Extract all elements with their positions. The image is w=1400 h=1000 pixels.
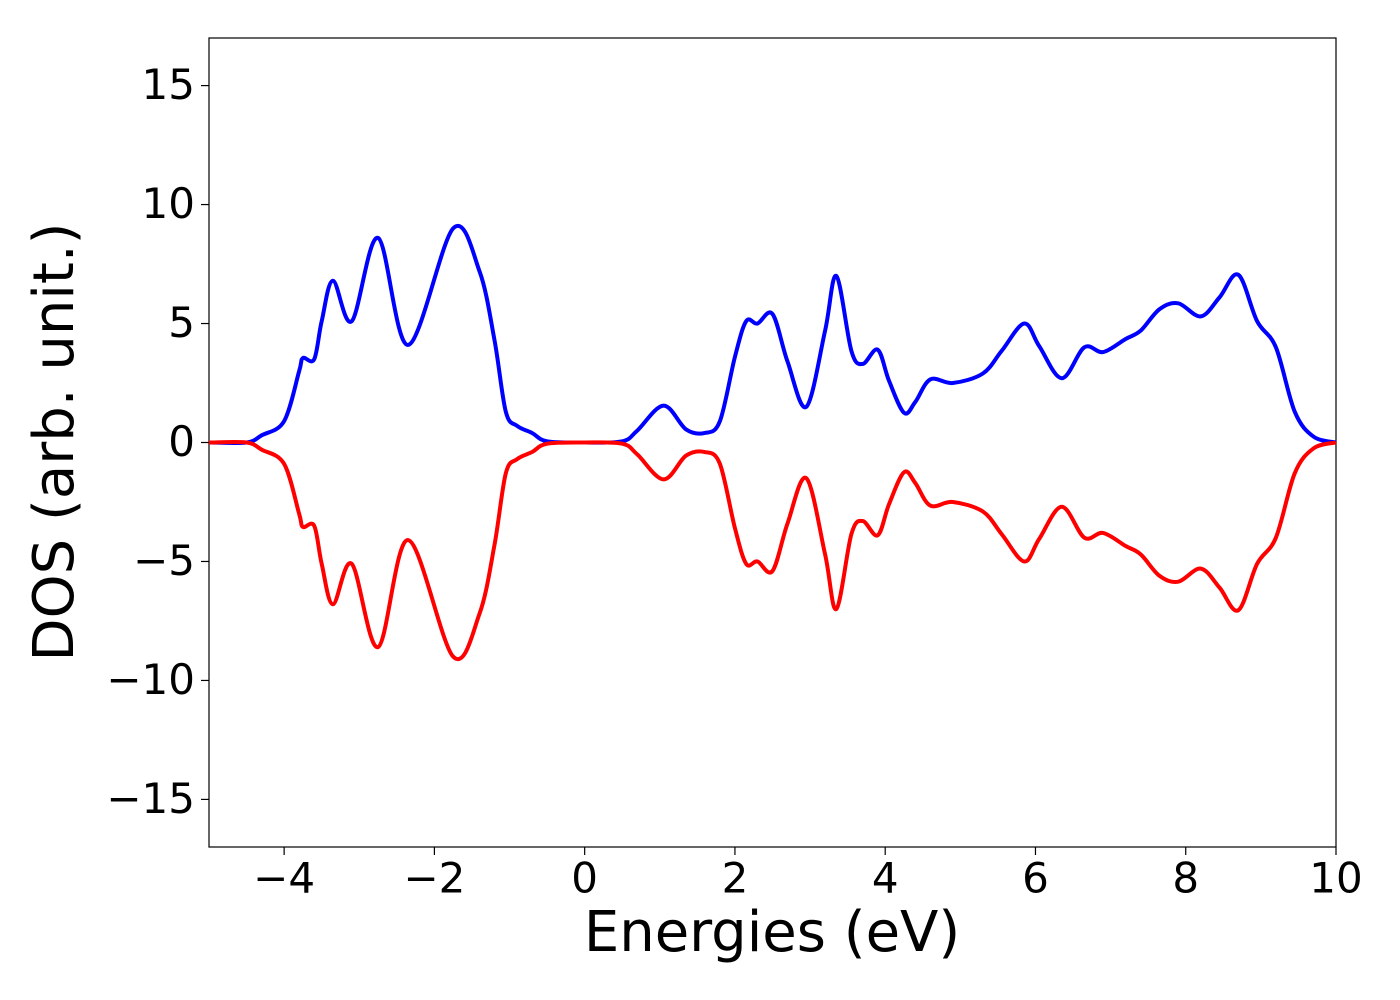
x-tick-label: 2 bbox=[722, 854, 749, 903]
series-line bbox=[208, 223, 1337, 446]
y-tick-label: 15 bbox=[142, 60, 195, 109]
series-line bbox=[208, 439, 1337, 662]
x-tick-label: 10 bbox=[1309, 854, 1362, 903]
y-tick-label: −10 bbox=[106, 655, 195, 704]
y-tick-label: −15 bbox=[106, 774, 195, 823]
y-axis-label: DOS (arb. unit.) bbox=[22, 222, 87, 661]
y-tick-label: 0 bbox=[168, 417, 195, 466]
x-axis-label: Energies (eV) bbox=[584, 900, 960, 965]
y-tick-label: 10 bbox=[142, 179, 195, 228]
plot-frame bbox=[208, 37, 1337, 848]
x-tick-label: −4 bbox=[253, 854, 315, 903]
x-tick-label: 4 bbox=[872, 854, 899, 903]
x-tick-label: 6 bbox=[1022, 854, 1049, 903]
x-tick-label: 8 bbox=[1172, 854, 1199, 903]
x-tick-label: 0 bbox=[571, 854, 598, 903]
x-tick-label: −2 bbox=[403, 854, 465, 903]
y-tick-label: −5 bbox=[133, 536, 195, 585]
y-tick-label: 5 bbox=[168, 298, 195, 347]
